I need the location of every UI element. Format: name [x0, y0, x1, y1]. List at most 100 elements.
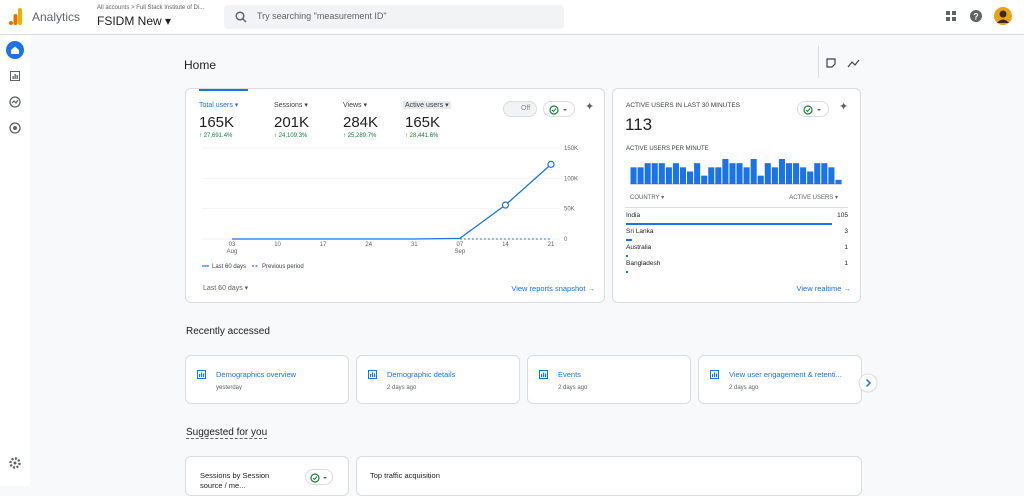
metric-value: 165K: [199, 114, 235, 131]
x-tick-label: 10: [274, 242, 281, 248]
property-name[interactable]: FSIDM New ▾: [97, 14, 172, 28]
section-title: Suggested for you: [186, 427, 268, 439]
metric-name[interactable]: Active users ▾: [403, 101, 451, 109]
metric-name-label: Sessions: [274, 102, 303, 109]
next-button[interactable]: [858, 373, 878, 393]
x-tick-label: 21: [548, 242, 555, 248]
suggested-card: Sessions by Session source / me...: [185, 456, 349, 496]
country-users: 1: [844, 260, 848, 267]
recent-card[interactable]: View user engagement & retenti... 2 days …: [698, 355, 862, 404]
metric-value: 201K: [274, 114, 310, 131]
x-month-label: Sep: [455, 249, 466, 255]
bar: [771, 167, 778, 184]
avatar[interactable]: [994, 7, 1012, 25]
recent-name[interactable]: Demographic details: [387, 370, 456, 379]
report-icon: [539, 370, 548, 379]
insights-icon[interactable]: [847, 58, 860, 68]
nav-reports[interactable]: [10, 71, 20, 81]
x-tick-label: 03: [229, 242, 236, 248]
report-icon: [197, 370, 206, 379]
minute-chart: [630, 159, 842, 185]
bar: [644, 163, 651, 184]
country-name: India: [626, 212, 641, 219]
page-title: Home: [184, 58, 217, 72]
recent-name[interactable]: Events: [558, 370, 581, 379]
bar: [743, 167, 750, 184]
bar: [637, 167, 644, 184]
recent-card[interactable]: Demographic details 2 days ago: [356, 355, 520, 404]
bar: [665, 167, 672, 184]
compare-pill[interactable]: [543, 101, 575, 117]
svg-text:?: ?: [973, 12, 979, 22]
bar: [651, 163, 658, 184]
x-month-label: Aug: [227, 249, 238, 255]
nav-settings[interactable]: [9, 457, 21, 469]
nav-advertising[interactable]: [9, 122, 21, 134]
country-bar: [626, 223, 832, 225]
breadcrumb[interactable]: All accounts > Full Stack Institute of D…: [97, 5, 205, 11]
divider: [818, 46, 819, 78]
metric-name[interactable]: Sessions ▾: [274, 102, 308, 109]
recent-card[interactable]: Demographics overview yesterday: [185, 355, 349, 404]
metric-change-value: 24,109.3%: [278, 133, 308, 139]
overview-card: [185, 88, 605, 303]
column-header[interactable]: ACTIVE USERS ▾: [789, 195, 838, 201]
range-label[interactable]: Last 60 days: [203, 285, 243, 292]
legend-label: Previous period: [262, 264, 304, 270]
sidebar: [0, 35, 30, 486]
bar: [757, 175, 764, 184]
recent-name[interactable]: View user engagement & retenti...: [729, 370, 842, 379]
product-name: Analytics: [32, 10, 81, 24]
search-box[interactable]: Try searching "measurement ID": [224, 5, 564, 29]
bar: [793, 163, 800, 184]
help-icon[interactable]: ?: [970, 10, 982, 22]
property-label[interactable]: FSIDM New: [97, 14, 162, 28]
compare-pill[interactable]: [797, 101, 829, 117]
bar: [694, 163, 701, 184]
metric-change: ↑ 27,691.4%: [199, 133, 233, 139]
report-icon: [710, 370, 719, 379]
recent-time: yesterday: [216, 385, 243, 391]
metric-name[interactable]: Total users ▾: [199, 102, 239, 109]
realtime-link-label[interactable]: View realtime: [796, 284, 842, 293]
recent-time: 2 days ago: [729, 385, 759, 391]
col1[interactable]: COUNTRY: [630, 195, 660, 201]
toggle[interactable]: Off: [503, 101, 537, 117]
country-name: Australia: [626, 244, 652, 251]
point: [547, 160, 555, 168]
nav-explore[interactable]: [9, 96, 21, 108]
bar: [778, 159, 785, 184]
realtime-link[interactable]: View realtime →: [796, 284, 851, 293]
x-tick-label: 14: [502, 242, 509, 248]
suggested-title: Top traffic acquisition: [370, 471, 440, 480]
bar: [679, 167, 687, 184]
reports-link[interactable]: View reports snapshot →: [511, 284, 595, 293]
x-tick-label: 17: [320, 242, 327, 248]
recent-name[interactable]: Demographics overview: [216, 370, 297, 379]
range-select[interactable]: Last 60 days ▾: [203, 285, 249, 292]
metric-change-value: 28,441.6%: [409, 133, 439, 139]
country-name: Sri Lanka: [626, 228, 654, 235]
recent-card[interactable]: Events 2 days ago: [527, 355, 691, 404]
sparkle-icon[interactable]: ✦: [585, 101, 595, 113]
x-tick-label: 31: [411, 242, 418, 248]
country-bar: [626, 239, 632, 241]
bar: [835, 179, 842, 184]
sparkle-icon[interactable]: ✦: [839, 101, 849, 113]
bar: [658, 163, 665, 184]
metric-change: ↑ 25,289.7%: [343, 133, 377, 139]
bar: [630, 167, 637, 184]
notes-icon[interactable]: [826, 58, 836, 68]
compare-pill[interactable]: [305, 469, 333, 485]
country-name: Bangladesh: [626, 260, 661, 267]
bar: [814, 163, 821, 184]
column-header[interactable]: COUNTRY ▾: [630, 195, 665, 201]
metric-name[interactable]: Views ▾: [343, 102, 368, 109]
section-title: Recently accessed: [186, 326, 270, 337]
apps-icon[interactable]: [946, 11, 956, 21]
nav-home[interactable]: [6, 41, 24, 59]
search-placeholder: Try searching "measurement ID": [257, 11, 387, 21]
col2[interactable]: ACTIVE USERS: [789, 195, 834, 201]
metric-name-label: Views: [343, 102, 362, 109]
reports-link-label[interactable]: View reports snapshot: [511, 284, 586, 293]
